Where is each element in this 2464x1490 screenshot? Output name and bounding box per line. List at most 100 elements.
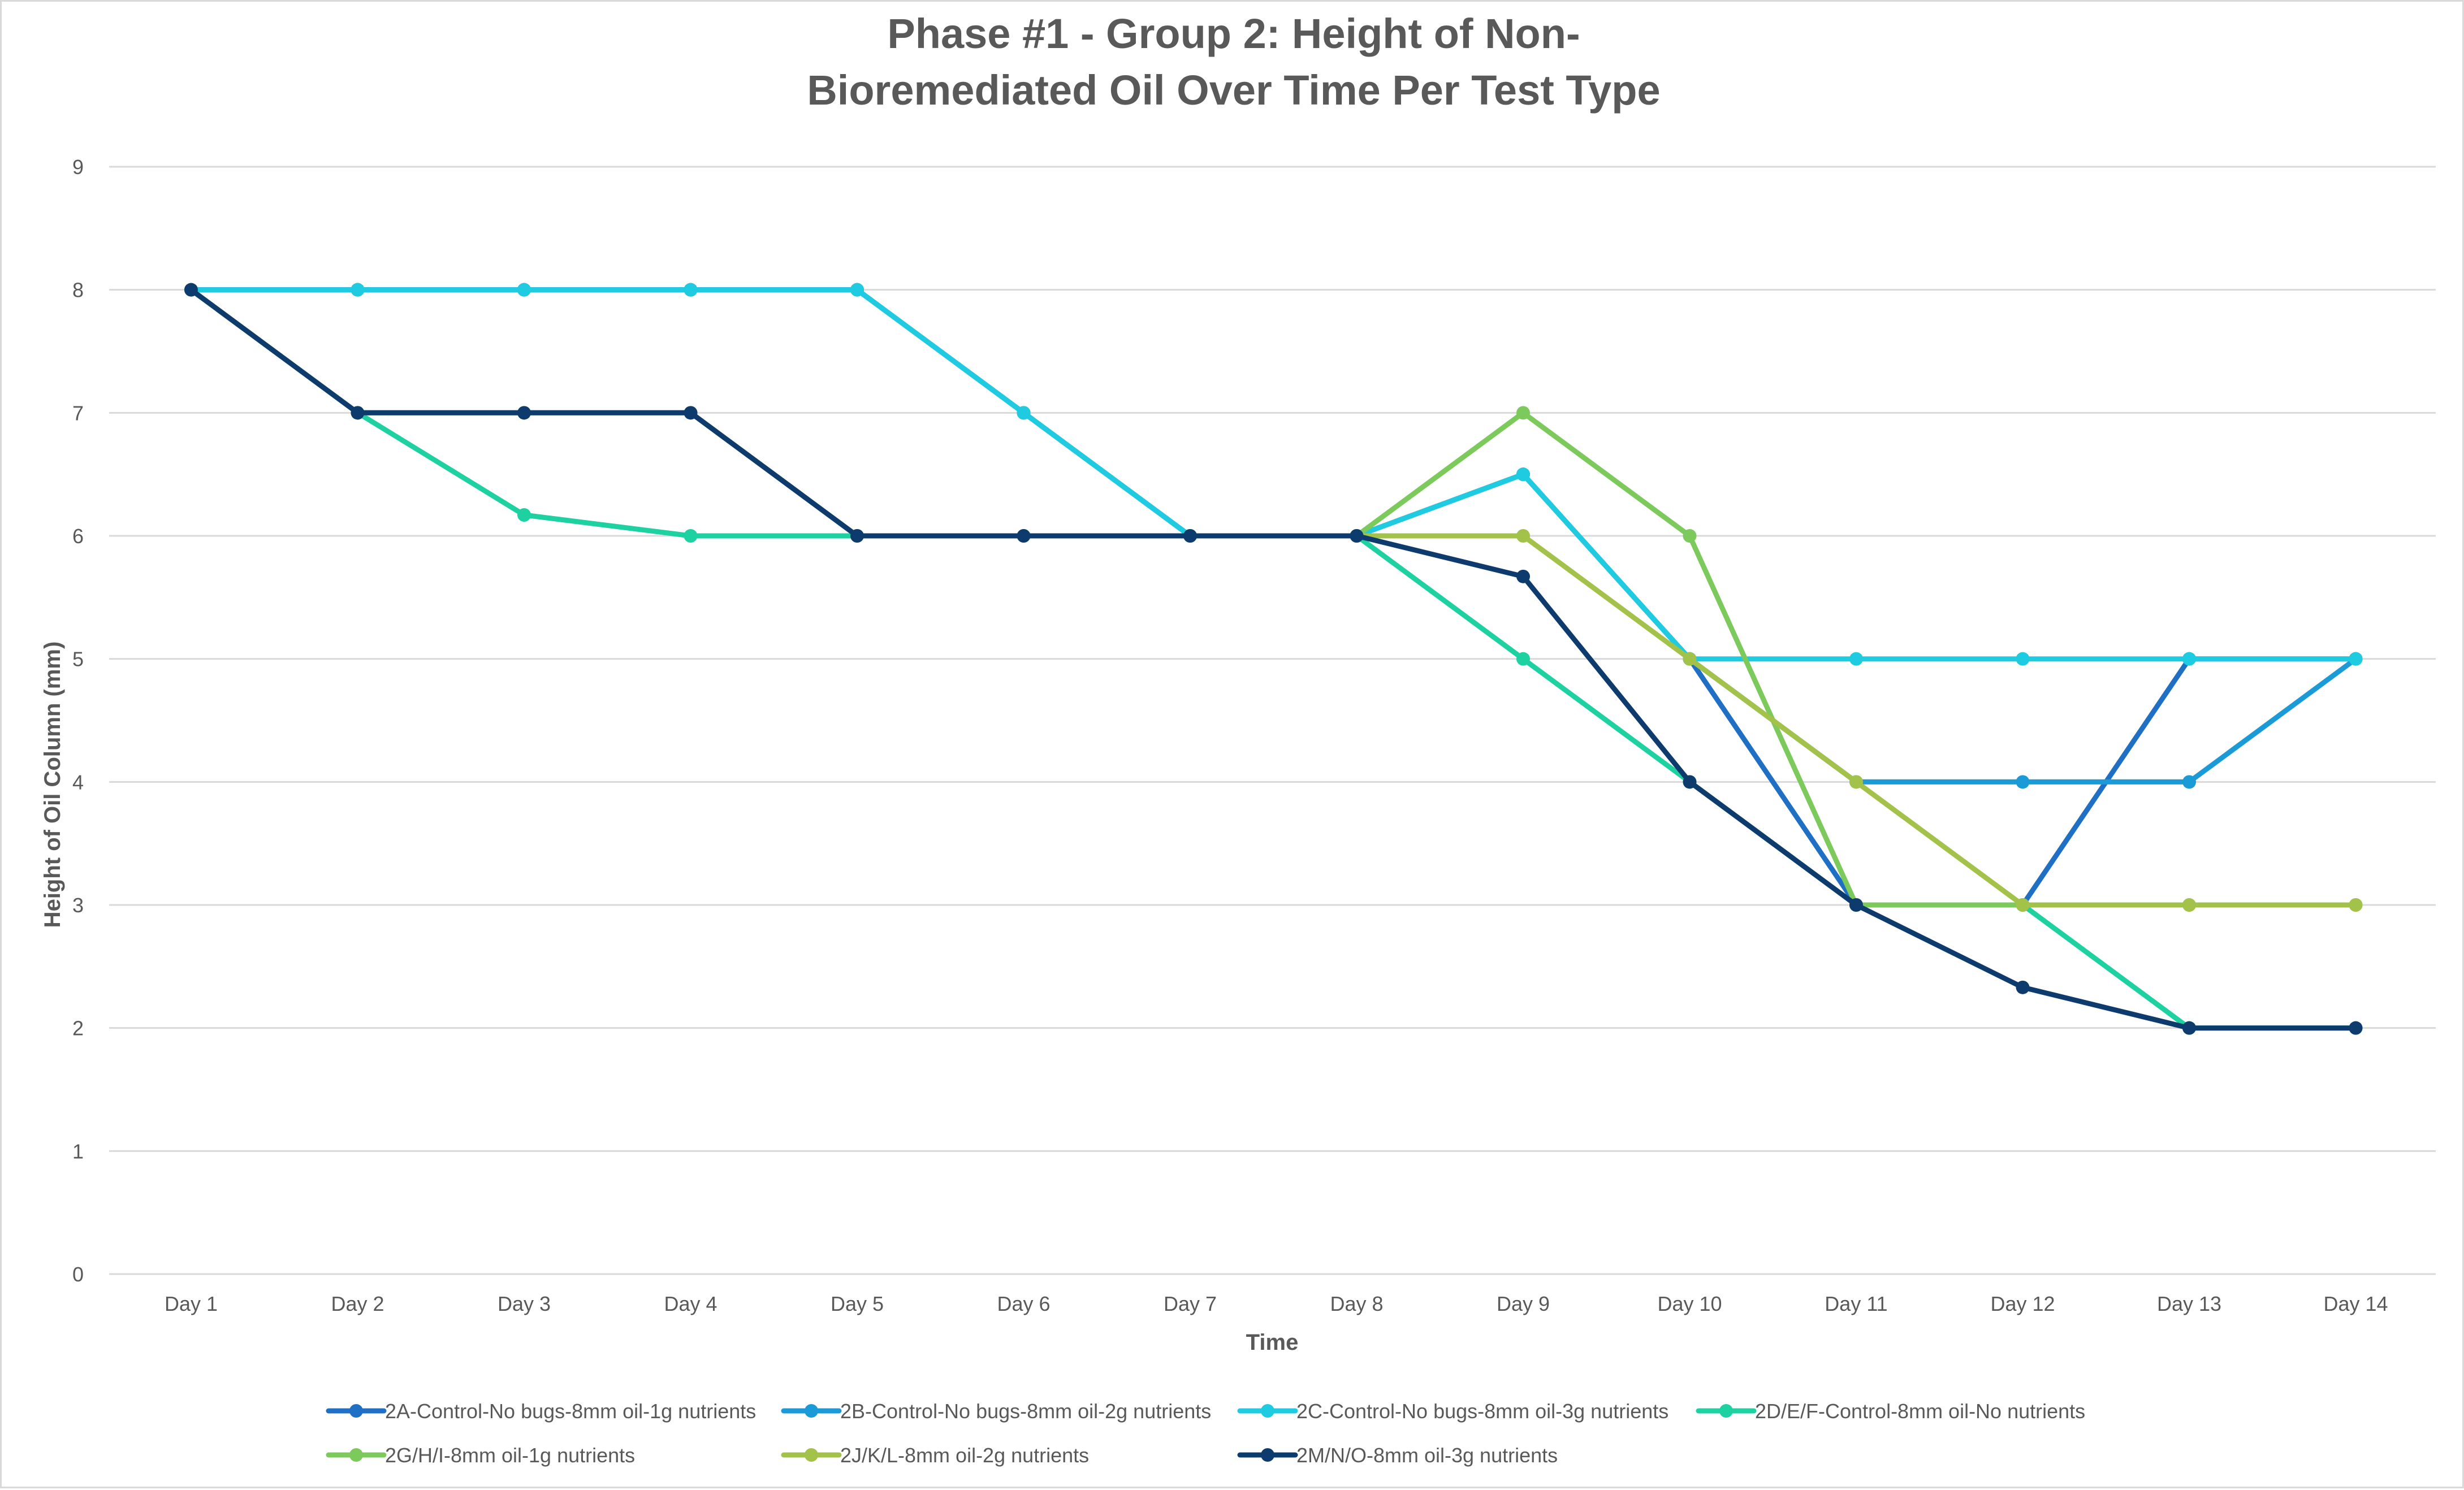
legend-label: 2B-Control-No bugs-8mm oil-2g nutrients <box>840 1400 1211 1423</box>
x-tick-label: Day 7 <box>1164 1292 1217 1315</box>
x-axis-ticks: Day 1 Day 2 Day 3 Day 4 Day 5 Day 6 Day 7 Day 8… <box>165 1292 2388 1315</box>
y-tick-label: 3 <box>72 894 84 917</box>
series-lines <box>184 283 2363 1035</box>
data-point <box>1516 406 1530 420</box>
y-tick-label: 4 <box>72 770 84 794</box>
chart-title: Phase #1 - Group 2: Height of Non- Biore… <box>807 10 1660 114</box>
legend-item: 2C-Control-No bugs-8mm oil-3g nutrients <box>1237 1400 1668 1423</box>
series-line <box>188 287 2358 908</box>
series-6 <box>184 283 2363 912</box>
x-tick-label: Day 10 <box>1657 1292 1722 1315</box>
data-point <box>2016 898 2030 912</box>
data-point <box>1683 529 1697 543</box>
data-point <box>517 508 531 522</box>
data-point <box>1350 529 1364 543</box>
x-tick-label: Day 5 <box>831 1292 884 1315</box>
data-point <box>850 283 864 297</box>
data-point <box>2016 652 2030 666</box>
x-tick-label: Day 3 <box>498 1292 551 1315</box>
legend-label: 2J/K/L-8mm oil-2g nutrients <box>840 1444 1089 1467</box>
y-tick-label: 6 <box>72 525 84 548</box>
legend-item: 2J/K/L-8mm oil-2g nutrients <box>781 1444 1089 1467</box>
y-tick-label: 2 <box>72 1017 84 1040</box>
legend-item: 2B-Control-No bugs-8mm oil-2g nutrients <box>781 1400 1211 1423</box>
legend-label: 2D/E/F-Control-8mm oil-No nutrients <box>1755 1400 2085 1423</box>
data-point <box>2182 1021 2196 1035</box>
data-point <box>1849 652 1863 666</box>
x-tick-label: Day 12 <box>1990 1292 2055 1315</box>
chart-title-line-1: Phase #1 - Group 2: Height of Non- <box>887 10 1580 57</box>
legend-label: 2G/H/I-8mm oil-1g nutrients <box>385 1444 635 1467</box>
x-tick-label: Day 4 <box>664 1292 717 1315</box>
data-point <box>1849 775 1863 789</box>
legend-swatch-marker <box>349 1404 363 1418</box>
legend-item: 2A-Control-No bugs-8mm oil-1g nutrients <box>326 1400 756 1423</box>
data-point <box>2182 775 2196 789</box>
data-point <box>1683 652 1697 666</box>
data-point <box>684 406 698 420</box>
legend-swatch-marker <box>1719 1404 1733 1418</box>
series-7 <box>184 283 2363 1035</box>
x-tick-label: Day 13 <box>2157 1292 2221 1315</box>
x-tick-label: Day 6 <box>997 1292 1050 1315</box>
y-tick-label: 1 <box>72 1140 84 1163</box>
y-axis-title: Height of Oil Column (mm) <box>40 642 65 928</box>
data-point <box>2016 775 2030 789</box>
legend-item: 2G/H/I-8mm oil-1g nutrients <box>326 1444 635 1467</box>
legend-swatch-marker <box>805 1448 818 1462</box>
data-point <box>2182 898 2196 912</box>
data-point <box>1516 652 1530 666</box>
data-point <box>2182 652 2196 666</box>
data-point <box>1516 467 1530 482</box>
legend-item: 2D/E/F-Control-8mm oil-No nutrients <box>1696 1400 2085 1423</box>
legend-label: 2C-Control-No bugs-8mm oil-3g nutrients <box>1296 1400 1668 1423</box>
x-axis-title: Time <box>1246 1330 1299 1355</box>
legend-label: 2A-Control-No bugs-8mm oil-1g nutrients <box>385 1400 756 1423</box>
data-point <box>351 406 365 420</box>
data-point <box>1516 569 1530 583</box>
legend-swatch-marker <box>349 1448 363 1462</box>
legend-swatch-marker <box>1261 1448 1274 1462</box>
y-tick-label: 8 <box>72 279 84 302</box>
series-line <box>188 287 2358 908</box>
data-point <box>351 283 365 297</box>
y-tick-label: 0 <box>72 1263 84 1286</box>
data-point <box>684 529 698 543</box>
y-tick-label: 5 <box>72 648 84 671</box>
x-tick-label: Day 11 <box>1825 1292 1887 1315</box>
data-point <box>1516 529 1530 543</box>
data-point <box>2349 652 2363 666</box>
data-point <box>684 283 698 297</box>
data-point <box>850 529 864 543</box>
data-point <box>184 283 198 297</box>
series-3 <box>184 283 2363 666</box>
chart-title-line-2: Bioremediated Oil Over Time Per Test Typ… <box>807 67 1660 114</box>
legend: 2A-Control-No bugs-8mm oil-1g nutrients 2… <box>326 1400 2085 1467</box>
data-point <box>1849 898 1863 912</box>
x-tick-label: Day 2 <box>331 1292 384 1315</box>
y-tick-label: 7 <box>72 401 84 425</box>
x-tick-label: Day 1 <box>165 1292 218 1315</box>
data-point <box>1683 775 1697 789</box>
gridlines <box>109 166 2436 1275</box>
y-axis-ticks: 0 1 2 3 4 5 6 7 8 9 <box>72 155 84 1286</box>
x-tick-label: Day 8 <box>1330 1292 1383 1315</box>
data-point <box>2016 980 2030 994</box>
legend-label: 2M/N/O-8mm oil-3g nutrients <box>1296 1444 1558 1467</box>
legend-item: 2M/N/O-8mm oil-3g nutrients <box>1237 1444 1558 1467</box>
x-tick-label: Day 9 <box>1497 1292 1550 1315</box>
series-1 <box>184 283 2363 912</box>
data-point <box>1017 529 1031 543</box>
series-line <box>188 287 2358 908</box>
y-tick-label: 9 <box>72 155 84 179</box>
data-point <box>1017 406 1031 420</box>
x-tick-label: Day 14 <box>2323 1292 2388 1315</box>
series-line <box>188 287 2358 1031</box>
series-line <box>188 287 2358 662</box>
data-point <box>1183 529 1197 543</box>
series-5 <box>184 283 2363 912</box>
legend-swatch-marker <box>805 1404 818 1418</box>
data-point <box>2349 1021 2363 1035</box>
